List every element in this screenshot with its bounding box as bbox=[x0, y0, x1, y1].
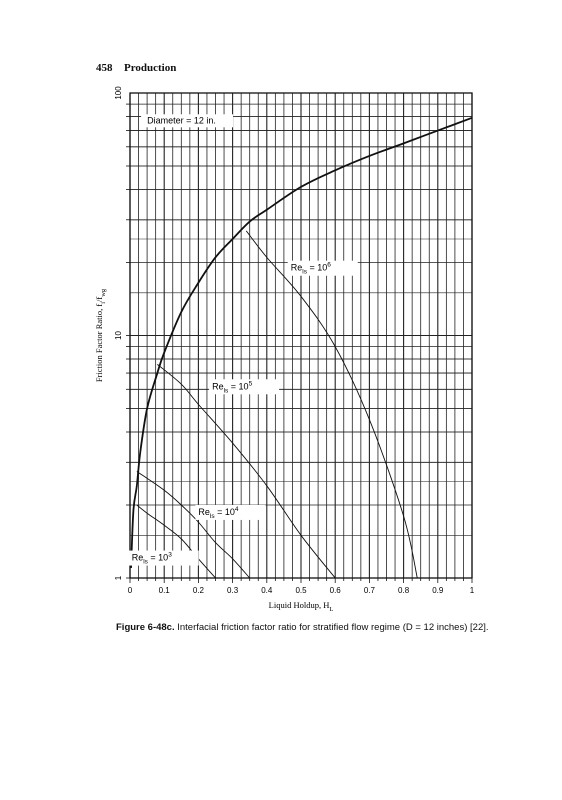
x-tick-label: 0.4 bbox=[261, 586, 273, 595]
series-label: Rels = 104 bbox=[198, 506, 239, 520]
x-tick-label: 0.9 bbox=[432, 586, 444, 595]
x-tick-label: 0.3 bbox=[227, 586, 239, 595]
series-label: Rels = 106 bbox=[291, 262, 332, 276]
x-tick-label: 0.2 bbox=[193, 586, 205, 595]
series-line-3 bbox=[136, 471, 251, 579]
series-label: Rels = 103 bbox=[132, 552, 173, 566]
x-tick-label: 0 bbox=[128, 586, 133, 595]
series-label-background bbox=[209, 379, 280, 395]
running-head: Production bbox=[124, 62, 177, 74]
figure-caption: Figure 6-48c. Interfacial friction facto… bbox=[116, 622, 496, 634]
x-tick-label: 0.6 bbox=[330, 586, 342, 595]
x-tick-label: 0.5 bbox=[295, 586, 307, 595]
series-line-1 bbox=[245, 230, 418, 579]
x-tick-label: 0.8 bbox=[398, 586, 410, 595]
page-number: 458 bbox=[96, 62, 113, 74]
y-tick-label: 10 bbox=[114, 331, 123, 340]
y-axis-label: Friction Factor Ratio, fi/fwg bbox=[94, 288, 107, 382]
x-tick-label: 1 bbox=[470, 586, 475, 595]
series-line-4 bbox=[136, 504, 216, 579]
x-tick-label: 0.7 bbox=[364, 586, 376, 595]
envelope-curve bbox=[130, 116, 473, 568]
x-tick-label: 0.1 bbox=[159, 586, 171, 595]
x-axis-label: Liquid Holdup, HL bbox=[269, 600, 334, 613]
caption-text: Interfacial friction factor ratio for st… bbox=[177, 622, 489, 633]
title-background bbox=[141, 114, 234, 128]
series-label-background bbox=[287, 260, 358, 276]
series-label-background bbox=[195, 504, 266, 520]
y-tick-label: 1 bbox=[114, 575, 123, 580]
caption-label: Figure 6-48c. bbox=[116, 622, 175, 633]
series-label: Rels = 105 bbox=[212, 380, 253, 394]
chart-title: Diameter = 12 in. bbox=[147, 115, 216, 125]
series-label-background bbox=[128, 550, 199, 566]
series-line-2 bbox=[157, 364, 336, 579]
y-tick-label: 100 bbox=[114, 86, 123, 100]
